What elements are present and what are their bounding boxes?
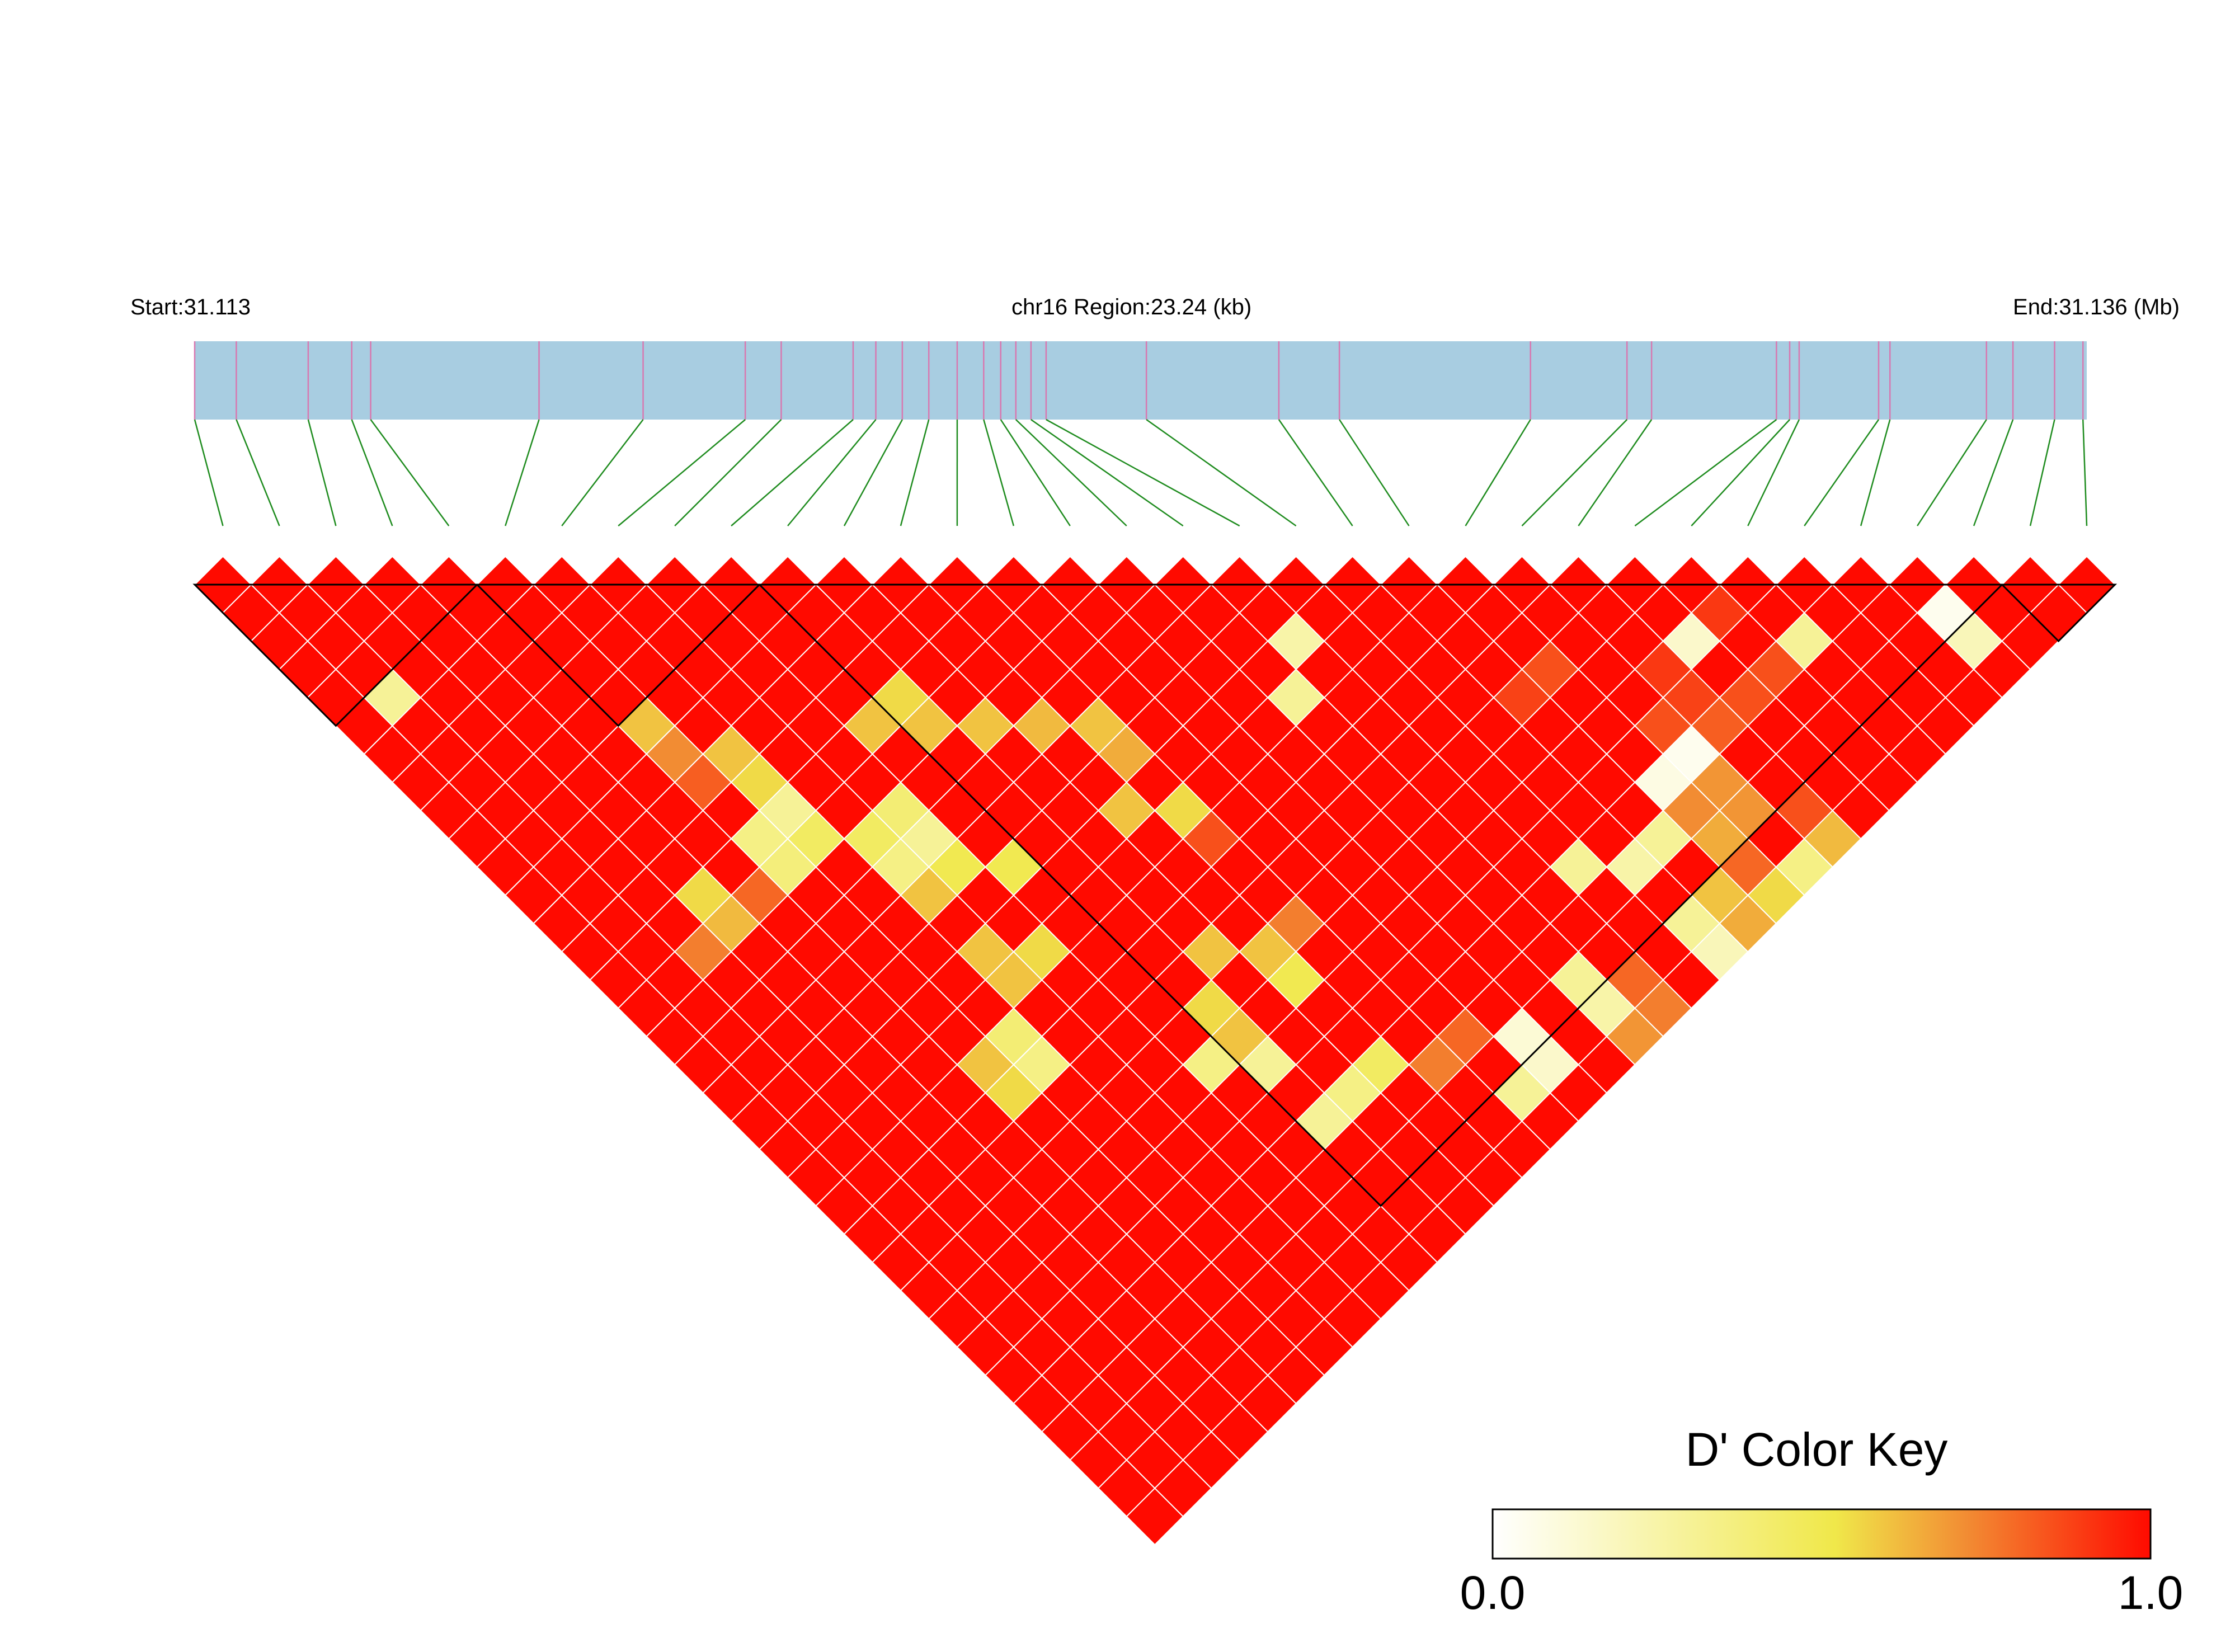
snp-connector: [1278, 419, 1353, 526]
region-title: chr16 Region:23.24 (kb): [1011, 295, 1251, 319]
snp-connectors: [194, 418, 2088, 527]
snp-connector: [1634, 419, 1777, 526]
snp-connector: [1804, 419, 1880, 526]
snp-connector: [2029, 419, 2055, 526]
snp-connector: [1973, 419, 2014, 526]
snp-connector: [674, 419, 782, 526]
snp-connector: [983, 419, 1015, 526]
snp-connector: [1747, 419, 1800, 526]
snp-connector: [843, 419, 903, 526]
snp-connector: [787, 419, 877, 526]
ld-block-outline: [475, 583, 762, 727]
snp-connector: [1339, 419, 1410, 526]
ld-block-outline: [1999, 583, 2118, 643]
ld-block-outlines: [192, 583, 2118, 1207]
snp-connector: [1015, 419, 1127, 526]
ld-block-outline: [757, 583, 2005, 1207]
snp-connector: [1146, 418, 1297, 527]
snp-connector: [1000, 419, 1071, 526]
color-key-bar: [1491, 1508, 2152, 1560]
ld-cells: [194, 556, 2116, 1546]
snp-connector: [351, 419, 393, 526]
ld-block-outline: [192, 583, 479, 727]
snp-connector: [307, 419, 337, 526]
region-start-label: Start:31.113: [130, 295, 251, 319]
color-key-min-label: 0.0: [1460, 1566, 1526, 1619]
region-end-label: End:31.136 (Mb): [2013, 295, 2180, 319]
color-key-title: D' Color Key: [1686, 1423, 1948, 1476]
snp-connector: [618, 419, 746, 526]
region-bar: [195, 341, 2087, 420]
snp-connector: [1046, 418, 1240, 527]
snp-connector: [1691, 419, 1790, 526]
snp-connector: [1860, 419, 1891, 526]
snp-connector: [731, 419, 854, 526]
snp-connector: [561, 419, 644, 526]
snp-connector: [1465, 419, 1531, 526]
snp-connector: [505, 419, 540, 526]
snp-connector: [1031, 418, 1184, 527]
snp-connector: [236, 419, 280, 526]
snp-connector: [2082, 419, 2088, 526]
snp-connector: [1521, 419, 1628, 526]
snp-connector: [1917, 419, 1987, 526]
snp-connector: [900, 419, 930, 526]
color-key-max-label: 1.0: [2118, 1566, 2184, 1619]
snp-connector: [194, 419, 224, 526]
snp-connector: [1578, 419, 1653, 526]
snp-ticks: [194, 341, 2084, 420]
snp-connector: [370, 419, 450, 526]
